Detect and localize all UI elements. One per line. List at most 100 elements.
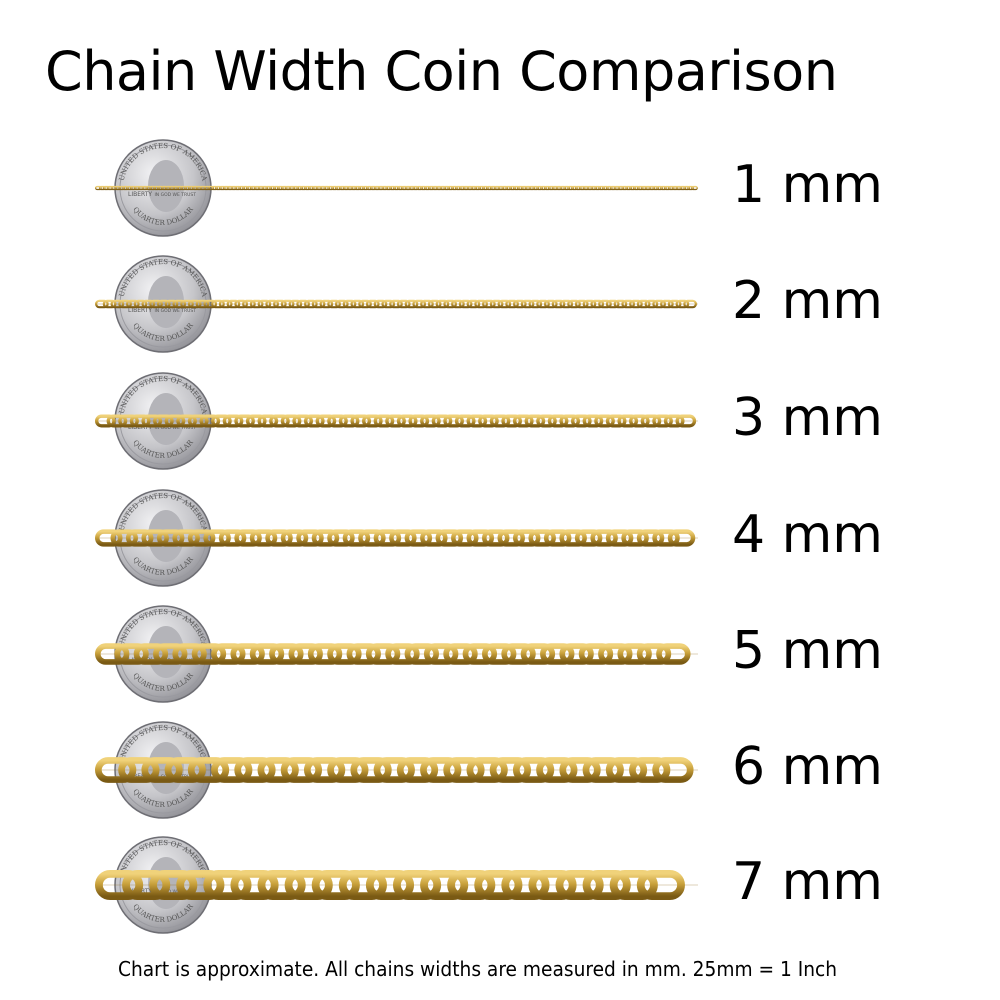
svg-text:LIBERTY: LIBERTY [128,424,152,431]
chain-link [373,185,381,191]
chain-link [118,757,160,783]
chain-link [389,529,417,547]
chain-link [493,185,501,191]
chain-link [234,529,262,547]
chain-link [122,185,129,191]
chain-link [122,869,171,901]
chain-link [141,757,183,783]
chain-link [133,185,141,191]
chain-link [195,185,203,191]
chain-link [280,185,288,191]
chain-link [543,185,551,191]
chain-link [125,185,133,191]
chain-link [176,414,197,428]
chain-link [613,299,628,309]
chain-link [582,757,624,783]
chain-link [280,414,302,428]
chain-link [199,185,207,191]
chain-link [632,185,640,191]
chain-link [257,414,279,428]
chain-link [106,414,128,428]
chain-link [195,299,210,309]
chain-link [617,185,625,191]
chain-link [652,757,694,783]
chain-link [423,185,431,191]
chain-link [478,185,486,191]
chain-link [609,185,617,191]
chain-link [292,414,314,428]
chain-link [567,299,581,309]
chain-link [218,299,233,309]
chain-link [296,299,311,309]
chain-link [172,299,187,309]
chain-link [443,185,451,191]
chain-link [497,529,526,547]
chain-link [586,185,594,191]
chain-link [187,414,209,428]
chain-link [373,299,388,309]
chain-link [629,757,671,783]
chain-link [245,414,267,428]
chain-link [582,185,590,191]
chain-link [327,299,341,309]
chain-link [184,185,191,191]
chain-link [505,185,513,191]
chain-link [536,414,557,428]
chain-link [230,869,279,901]
chain-link [191,185,199,191]
chain-link [141,185,149,191]
chain-link [265,185,273,191]
chain-link [652,185,660,191]
chain-link [118,414,139,428]
chain-link [234,299,249,309]
chain-link [451,529,479,547]
chain-link [404,185,412,191]
chain-link [423,643,459,665]
chain-link [683,185,691,191]
chain-link [280,299,295,309]
chain-link [234,414,255,428]
chain-4mm [95,529,698,547]
chain-link [168,185,176,191]
chain-link [420,757,462,783]
chain-link [396,757,439,783]
chain-link [482,299,496,309]
chain-link [145,185,153,191]
chain-link [211,299,225,309]
chain-link [362,414,383,428]
chain-link [617,643,652,665]
chain-link [454,185,462,191]
chain-link [408,414,430,428]
chain-5mm [94,643,698,665]
chain-link [629,185,636,191]
chain-link [137,185,145,191]
chain-link [559,757,601,783]
chain-link [613,185,621,191]
chain-link [392,869,442,901]
chain-link [621,529,649,547]
chain-link [98,185,106,191]
chain-link [481,185,489,191]
chain-link [381,185,389,191]
chain-link [404,529,433,547]
chain-link [218,529,247,547]
chain-link [520,643,556,665]
chain-link [555,185,563,191]
chain-link [536,185,544,191]
chain-link [389,299,403,309]
chain-link [323,185,331,191]
chain-link [362,185,369,191]
chain-link [532,185,540,191]
chain-link [466,185,474,191]
chain-link [462,643,498,665]
chain-link [551,299,566,309]
chain-link [481,529,510,547]
chain-link [416,185,424,191]
chain-link [249,529,278,547]
chain-link [273,299,287,309]
chain-link [160,185,168,191]
chain-link [211,414,232,428]
chain-link [176,185,184,191]
chain-link [617,414,639,428]
